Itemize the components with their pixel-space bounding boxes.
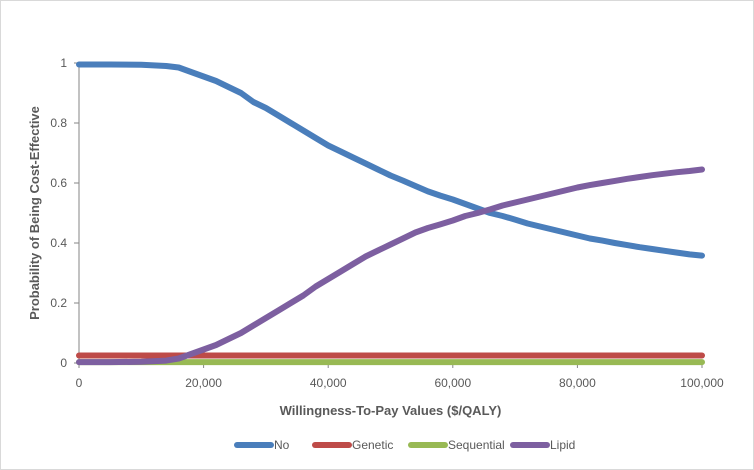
x-tick-label: 100,000 bbox=[680, 376, 724, 390]
x-tick-label: 0 bbox=[76, 376, 83, 390]
series-lines bbox=[76, 61, 705, 366]
y-tick-label: 0.4 bbox=[50, 236, 67, 250]
x-tick-label: 20,000 bbox=[185, 376, 222, 390]
y-axis-title: Probability of Being Cost-Effective bbox=[27, 106, 42, 320]
legend-label-lipid: Lipid bbox=[550, 438, 575, 452]
series-line-lipid bbox=[76, 166, 705, 366]
x-axis-title: Willingness-To-Pay Values ($/QALY) bbox=[280, 403, 502, 418]
legend: No Genetic Sequential Lipid bbox=[234, 438, 575, 452]
legend-label-sequential: Sequential bbox=[448, 438, 505, 452]
x-tick-label: 80,000 bbox=[559, 376, 596, 390]
axes bbox=[78, 63, 702, 364]
legend-label-genetic: Genetic bbox=[352, 438, 393, 452]
x-tick-label: 40,000 bbox=[310, 376, 347, 390]
x-axis-ticks: 0 20,000 40,000 60,000 80,000 100,000 bbox=[76, 363, 724, 390]
x-tick-label: 60,000 bbox=[434, 376, 471, 390]
y-tick-label: 1 bbox=[60, 56, 67, 70]
series-line-no bbox=[76, 61, 705, 259]
y-axis-ticks: 0 0.2 0.4 0.6 0.8 1 bbox=[50, 56, 79, 370]
y-tick-label: 0.6 bbox=[50, 176, 67, 190]
y-tick-label: 0.8 bbox=[50, 116, 67, 130]
y-tick-label: 0.2 bbox=[50, 296, 67, 310]
y-tick-label: 0 bbox=[60, 356, 67, 370]
legend-label-no: No bbox=[274, 438, 290, 452]
